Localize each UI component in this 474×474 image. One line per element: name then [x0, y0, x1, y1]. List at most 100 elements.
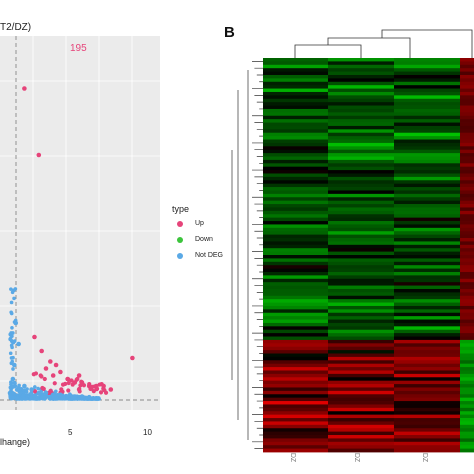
- heatmap-cell: [328, 265, 394, 269]
- heatmap-cell: [460, 309, 474, 314]
- heatmap-cell: [263, 166, 328, 171]
- heatmap-cell: [263, 58, 328, 62]
- heatmap-cell: [394, 71, 460, 76]
- heatmap-cell: [394, 367, 460, 371]
- heatmap-cell: [460, 299, 474, 303]
- heatmap-cell: [394, 156, 460, 161]
- heatmap-cell: [263, 61, 328, 66]
- heatmap-cell: [263, 414, 328, 419]
- heatmap-cell: [460, 295, 474, 300]
- heatmap-cell: [460, 350, 474, 354]
- heatmap-cell: [263, 438, 328, 443]
- heatmap-cell: [328, 278, 394, 283]
- heatmap-cell: [460, 238, 474, 242]
- up-point: [53, 362, 59, 368]
- heatmap-cell: [394, 411, 460, 416]
- heatmap-cell: [263, 268, 328, 273]
- heatmap-cell: [394, 102, 460, 106]
- heatmap-cell: [263, 428, 328, 433]
- up-point: [22, 86, 27, 91]
- heatmap-cell: [394, 244, 460, 249]
- heatmap-cell: [394, 210, 460, 215]
- heatmap-cell: [394, 214, 460, 219]
- heatmap-cell: [328, 244, 394, 249]
- heatmap-cell: [263, 204, 328, 208]
- heatmap-cell: [460, 261, 474, 266]
- heatmap-cell: [460, 339, 474, 344]
- heatmap-cell: [263, 139, 328, 144]
- heatmap-cell: [263, 142, 328, 147]
- heatmap-cell: [328, 309, 394, 314]
- heatmap-cell: [328, 302, 394, 307]
- not-deg-point: [9, 300, 14, 305]
- heatmap-cell: [328, 380, 394, 385]
- heatmap-cell: [394, 204, 460, 208]
- not-deg-point: [60, 396, 64, 401]
- up-point: [91, 389, 96, 394]
- heatmap-cell: [394, 438, 460, 443]
- volcano-plot-area: 195: [0, 36, 160, 410]
- heatmap-cell: [460, 139, 474, 144]
- heatmap-cell: [263, 74, 328, 79]
- heatmap-cell: [460, 207, 474, 212]
- up-point: [98, 390, 104, 395]
- up-point: [41, 386, 46, 392]
- heatmap-cell: [460, 234, 474, 239]
- heatmap-cell: [263, 350, 328, 354]
- heatmap-cell: [394, 282, 460, 286]
- heatmap-cell: [460, 210, 474, 215]
- heatmap-cell: [394, 115, 460, 120]
- heatmap-cell: [328, 421, 394, 426]
- heatmap-cell: [394, 363, 460, 368]
- heatmap-cell: [394, 384, 460, 388]
- heatmap-cell: [460, 58, 474, 62]
- heatmap-cell: [460, 411, 474, 416]
- heatmap-cell: [460, 367, 474, 371]
- heatmap-cell: [394, 81, 460, 86]
- up-point: [72, 380, 78, 385]
- heatmap-cell: [328, 322, 394, 327]
- not-deg-point: [54, 389, 58, 394]
- up-point: [33, 371, 39, 376]
- heatmap-cell: [460, 421, 474, 426]
- heatmap-cell: [328, 156, 394, 161]
- heatmap-cell: [394, 200, 460, 205]
- heatmap-cell: [460, 424, 474, 429]
- heatmap-cell: [328, 180, 394, 185]
- heatmap-cell: [328, 282, 394, 286]
- heatmap-cell: [263, 316, 328, 320]
- up-point: [130, 355, 135, 361]
- heatmap-cell: [328, 438, 394, 443]
- heatmap-cell: [394, 142, 460, 147]
- not-deg-point: [16, 341, 21, 347]
- heatmap-cell: [328, 68, 394, 72]
- heatmap-cell: [394, 105, 460, 110]
- heatmap-cell: [460, 353, 474, 358]
- heatmap-cell: [460, 278, 474, 283]
- up-point: [32, 389, 38, 394]
- up-point: [52, 381, 57, 386]
- heatmap-cell: [394, 377, 460, 382]
- heatmap-cell: [394, 305, 460, 310]
- heatmap-cell: [460, 251, 474, 256]
- heatmap-cell: [460, 244, 474, 249]
- not-deg-point: [12, 339, 17, 343]
- heatmap-cell: [394, 119, 460, 123]
- heatmap-cell: [328, 91, 394, 96]
- heatmap-cell: [394, 241, 460, 246]
- heatmap-cell: [263, 81, 328, 86]
- heatmap-cell: [460, 200, 474, 205]
- heatmap-cell: [460, 115, 474, 120]
- heatmap-cell: [328, 295, 394, 300]
- heatmap-cell: [394, 153, 460, 157]
- heatmap-cell: [394, 316, 460, 320]
- heatmap-cell: [460, 418, 474, 422]
- heatmap-cell: [460, 275, 474, 280]
- up-point: [108, 387, 114, 392]
- not-deg-point: [13, 320, 19, 326]
- not-deg-point: [43, 390, 49, 396]
- heatmap-cell: [460, 180, 474, 185]
- heatmap-cell: [394, 445, 460, 450]
- up-point: [50, 373, 56, 378]
- heatmap-cell: [394, 421, 460, 426]
